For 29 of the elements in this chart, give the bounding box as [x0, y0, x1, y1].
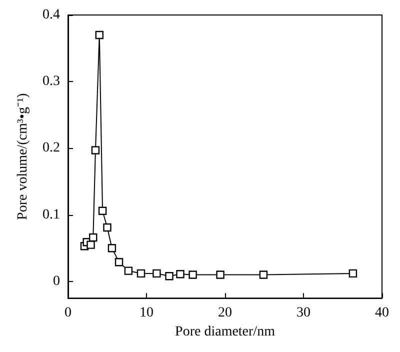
- point: [91, 146, 100, 154]
- point: [103, 223, 112, 232]
- x-tick-label: 20: [218, 306, 232, 321]
- point: [86, 240, 95, 249]
- point: [165, 272, 174, 280]
- x-axis-title: Pore diameter/nm: [175, 324, 276, 340]
- point: [259, 270, 268, 279]
- x-tick-label: 0: [64, 306, 72, 321]
- point: [89, 233, 98, 242]
- y-tick-label: 0.2: [42, 140, 60, 156]
- point: [114, 258, 124, 266]
- y-tick-label: 0: [53, 274, 60, 289]
- point: [152, 269, 161, 278]
- point: [188, 270, 197, 279]
- y-tick-label: 0.3: [42, 74, 60, 90]
- point: [216, 270, 224, 279]
- point: [176, 270, 184, 278]
- y-tick-label: 0.4: [42, 8, 60, 22]
- point: [136, 269, 146, 278]
- point: [108, 244, 116, 252]
- point: [95, 30, 104, 40]
- point: [124, 266, 133, 275]
- point: [98, 206, 107, 215]
- point: [348, 269, 358, 278]
- x-tick-label: 40: [375, 306, 389, 321]
- y-tick-label: 0.1: [42, 207, 60, 222]
- x-tick-label: 30: [296, 306, 310, 321]
- y-axis-title: Pore volume/(cm³•g⁻¹): [16, 92, 30, 220]
- x-tick-label: 10: [140, 306, 154, 321]
